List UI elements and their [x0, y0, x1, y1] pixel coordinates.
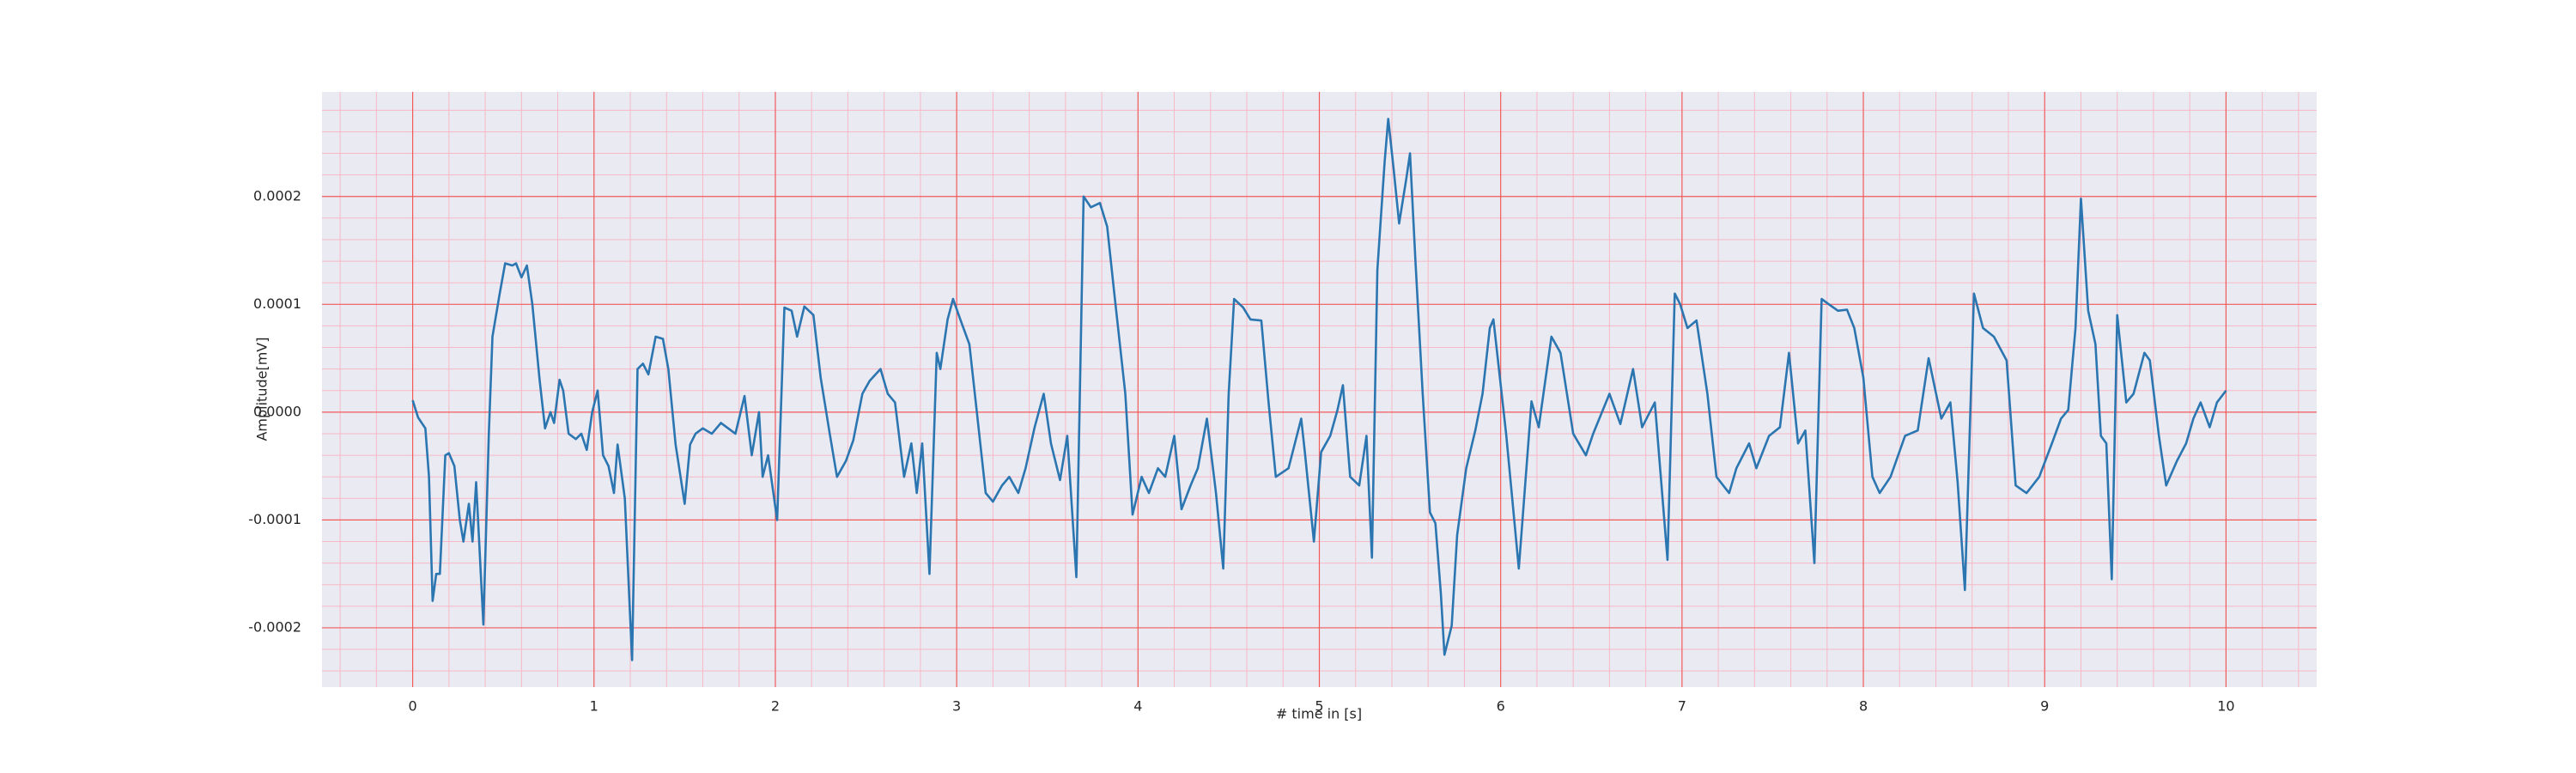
y-tick-label: 0.0001 [253, 295, 301, 312]
x-tick-label: 6 [1497, 698, 1505, 715]
signal-line [411, 118, 2227, 661]
y-axis-label: Amplitude[mV] [254, 337, 270, 441]
x-tick-label: 8 [1859, 698, 1868, 715]
y-tick-label: 0.0000 [253, 403, 301, 419]
x-tick-label: 9 [2040, 698, 2049, 715]
y-tick-label: -0.0002 [248, 618, 301, 635]
y-tick-label: -0.0001 [248, 511, 301, 527]
x-tick-label: 4 [1133, 698, 1142, 715]
x-axis-label: # time in [s] [1276, 706, 1362, 722]
x-tick-label: 2 [771, 698, 780, 715]
lines [411, 118, 2227, 661]
x-tick-label: 7 [1678, 698, 1686, 715]
x-tick-label: 5 [1315, 698, 1323, 715]
y-tick-label: 0.0002 [253, 187, 301, 204]
x-tick-label: 0 [408, 698, 416, 715]
major-grid [322, 92, 2317, 687]
x-tick-label: 1 [590, 698, 598, 715]
x-tick-label: 10 [2217, 698, 2234, 715]
labels: 0 1 2 3 4 5 6 7 8 9 10 -0.0002 -0.0001 0.0000 0.0001 0.… [248, 187, 2234, 714]
x-tick-label: 3 [952, 698, 961, 715]
